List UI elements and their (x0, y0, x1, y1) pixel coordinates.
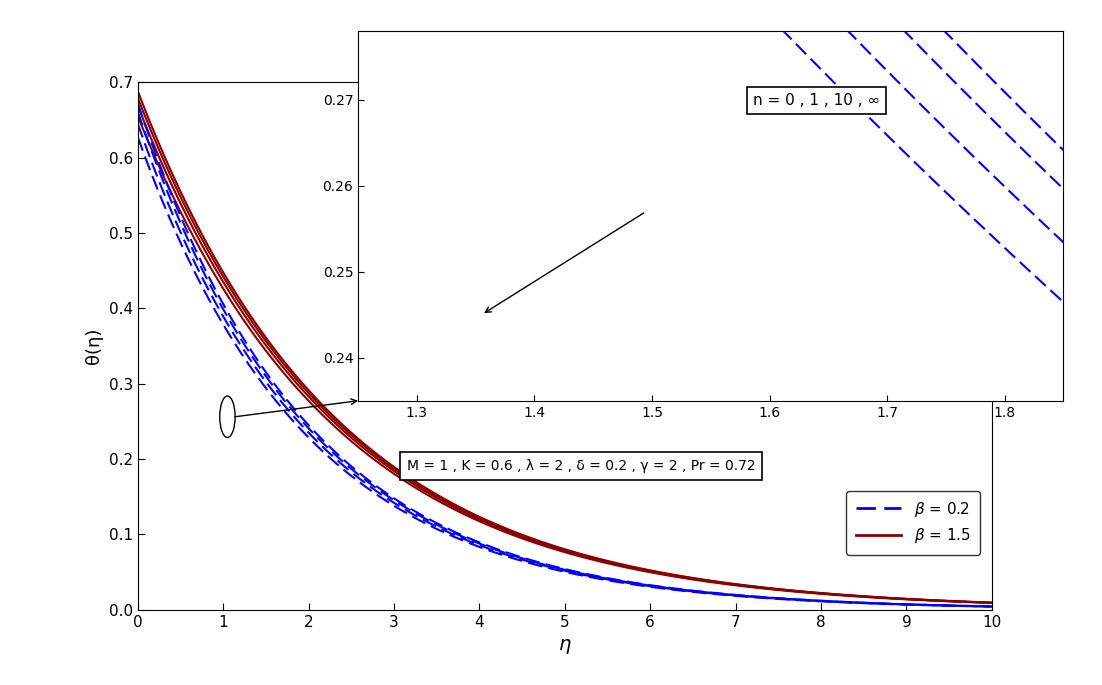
Y-axis label: θ(η): θ(η) (85, 327, 104, 364)
Text: M = 1 , K = 0.6 , λ = 2 , δ = 0.2 , γ = 2 , Pr = 0.72: M = 1 , K = 0.6 , λ = 2 , δ = 0.2 , γ = … (407, 459, 755, 473)
Legend: $\beta$ = 0.2, $\beta$ = 1.5: $\beta$ = 0.2, $\beta$ = 1.5 (846, 490, 980, 555)
Text: n = 0 , 1 , 10 , ∞: n = 0 , 1 , 10 , ∞ (753, 92, 880, 108)
X-axis label: η: η (559, 635, 571, 654)
